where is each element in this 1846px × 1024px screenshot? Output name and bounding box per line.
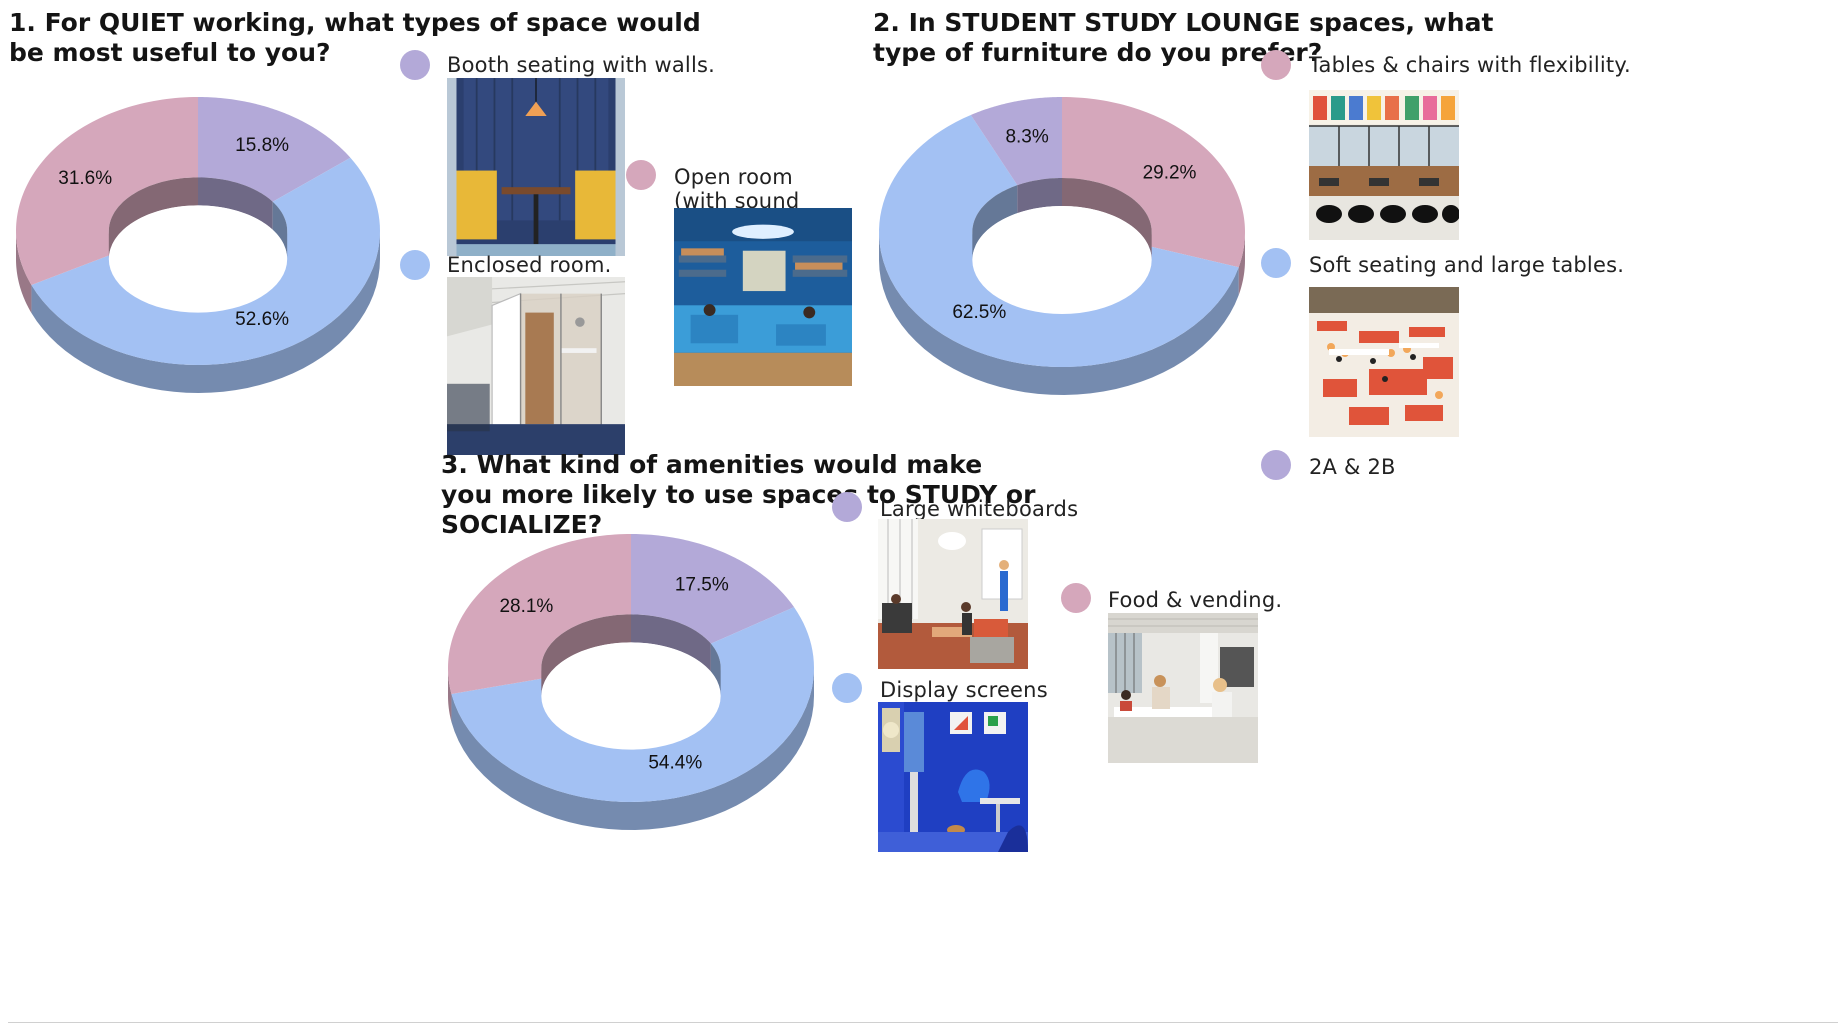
donut-inner-wall-2 (972, 185, 1018, 260)
donut-label-3: 31.6% (58, 168, 112, 189)
donut-inner-wall-3 (1017, 178, 1062, 214)
donut-slice-1 (198, 97, 351, 202)
q3-legend-whiteboards: Large whiteboards (880, 497, 1079, 521)
donut-inner-wall-1 (198, 177, 273, 230)
q2-title: 2. In STUDENT STUDY LOUNGE spaces, what … (873, 8, 1494, 67)
q3-legend-display: Display screens (880, 678, 1048, 702)
q3-donut-chart: 17.5% 54.4% 28.1% (446, 532, 816, 832)
bottom-divider (8, 1022, 1838, 1023)
q3-legend-food: Food & vending. (1108, 588, 1283, 612)
blue-lounge-photo (674, 208, 852, 386)
q1-title: 1. For QUIET working, what types of spac… (9, 8, 701, 67)
q1-legend-dot-booth (400, 50, 430, 80)
donut-slice-2 (451, 607, 814, 802)
q3-title: 3. What kind of amenities would make you… (441, 450, 1036, 539)
donut-label-2: 52.6% (235, 309, 289, 330)
q2-legend-dot-tables (1261, 50, 1291, 80)
q2-legend-2a2b: 2A & 2B (1309, 455, 1396, 479)
donut-label-2: 62.5% (952, 302, 1006, 323)
q1-legend-booth: Booth seating with walls. (447, 53, 715, 77)
donut-inner-wall-1 (631, 614, 711, 672)
q1-donut-chart: 15.8% 52.6% 31.6% (14, 95, 382, 395)
donut-outer-wall-2 (451, 668, 814, 830)
donut-label-1: 15.8% (235, 135, 289, 156)
donut-slice-3 (970, 97, 1062, 186)
donut-hole (541, 642, 721, 750)
q3-legend-dot-display (832, 673, 862, 703)
q1-legend-enclosed: Enclosed room. (447, 253, 612, 277)
donut-inner-wall-1 (1062, 178, 1152, 260)
q2-donut-chart: 29.2% 62.5% 8.3% (877, 95, 1247, 397)
donut-hole (108, 205, 288, 313)
donut-outer-wall-3 (16, 231, 32, 313)
q2-legend-soft: Soft seating and large tables. (1309, 253, 1625, 277)
donut-slice-1 (631, 534, 795, 644)
donut-slice-2 (879, 114, 1239, 367)
donut-hole (972, 206, 1152, 314)
q3-legend-dot-food (1061, 583, 1091, 613)
donut-label-3: 28.1% (499, 596, 553, 617)
donut-label-1: 17.5% (675, 575, 729, 596)
q1-legend-dot-open-room (626, 160, 656, 190)
blue-booth-photo (447, 78, 625, 256)
donut-outer-wall-3 (448, 668, 452, 722)
q1-legend-dot-enclosed (400, 250, 430, 280)
display-room-photo (878, 702, 1028, 852)
donut-label-2: 54.4% (648, 753, 702, 774)
donut-inner-wall-2 (710, 643, 721, 696)
cafeteria-photo (1309, 90, 1459, 240)
donut-outer-wall-2 (31, 231, 381, 393)
donut-inner-wall-2 (272, 201, 288, 259)
q3-legend-dot-whiteboards (832, 492, 862, 522)
whiteboard-room-photo (878, 519, 1028, 669)
donut-outer-wall-2 (879, 232, 1239, 395)
donut-label-3: 8.3% (1005, 127, 1048, 148)
donut-slice-2 (31, 157, 381, 365)
glass-room-photo (447, 277, 625, 455)
red-sofas-photo (1309, 287, 1459, 437)
dining-photo (1108, 613, 1258, 763)
q2-legend-dot-soft (1261, 248, 1291, 278)
donut-inner-wall-3 (541, 614, 631, 696)
donut-inner-wall-3 (108, 177, 198, 259)
donut-slice-3 (448, 534, 631, 694)
donut-label-1: 29.2% (1143, 162, 1197, 183)
donut-outer-wall-1 (1238, 232, 1245, 296)
q2-legend-tables: Tables & chairs with flexibility. (1309, 53, 1631, 77)
q2-legend-dot-2a2b (1261, 450, 1291, 480)
donut-slice-1 (1062, 97, 1245, 268)
donut-slice-3 (16, 97, 198, 285)
